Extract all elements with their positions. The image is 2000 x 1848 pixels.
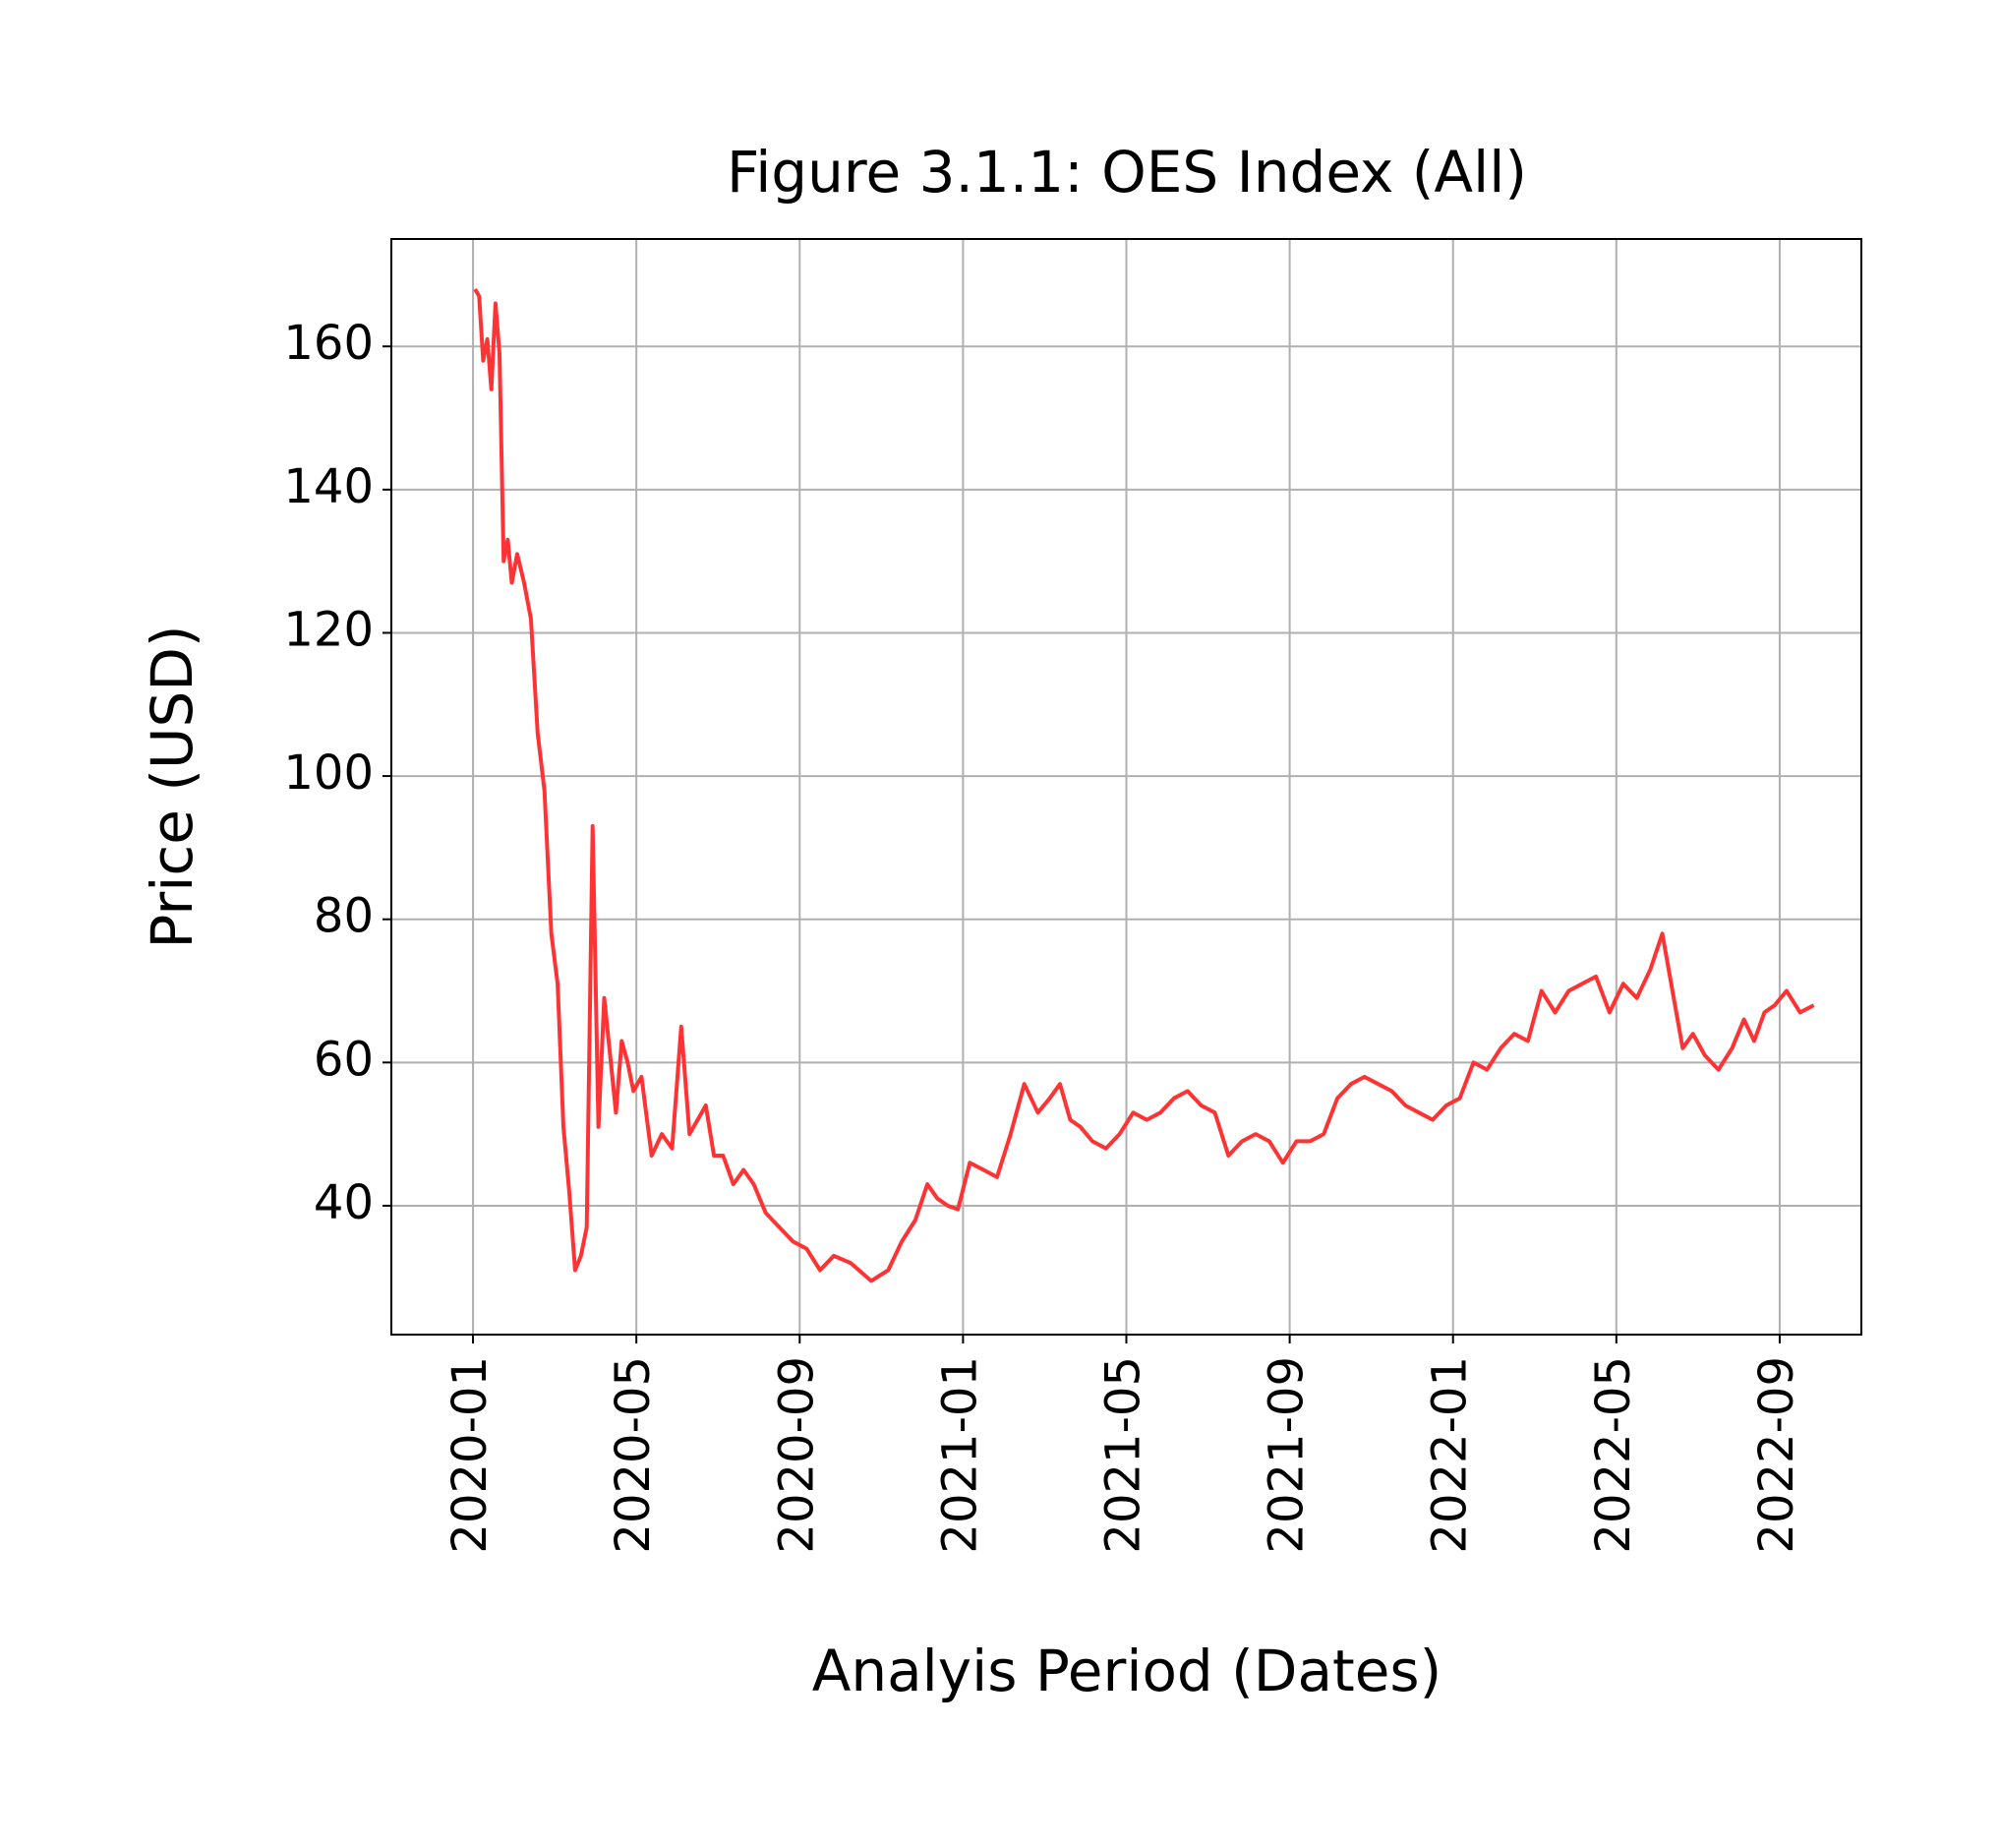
y-tick-label: 120 [283,602,374,657]
x-tick-label: 2020-01 [442,1356,498,1554]
chart-title: Figure 3.1.1: OES Index (All) [727,139,1527,206]
x-tick-label: 2021-09 [1260,1356,1315,1554]
x-tick-label: 2022-09 [1749,1356,1804,1554]
y-tick-label: 60 [314,1032,374,1087]
plot-frame [390,238,1862,1336]
y-tick-label: 160 [283,316,374,371]
y-tick-label: 100 [283,745,374,801]
y-tick-label: 40 [314,1175,374,1230]
x-axis-label: Analyis Period (Dates) [812,1638,1442,1704]
x-tick-label: 2021-01 [932,1356,987,1554]
y-axis-label: Price (USD) [139,625,206,948]
price-line [473,287,1815,1283]
x-tick-label: 2020-05 [606,1356,661,1554]
x-tick-label: 2022-01 [1423,1356,1478,1554]
x-tick-label: 2021-05 [1096,1356,1151,1554]
x-tick-label: 2022-05 [1586,1356,1641,1554]
y-tick-label: 80 [314,889,374,944]
y-tick-label: 140 [283,459,374,514]
x-tick-label: 2020-09 [769,1356,824,1554]
